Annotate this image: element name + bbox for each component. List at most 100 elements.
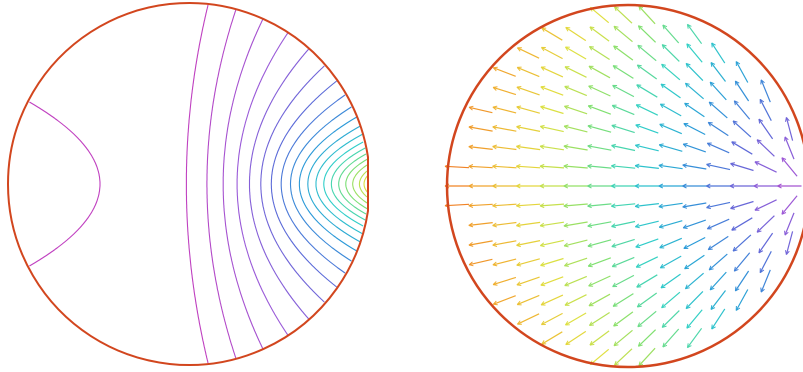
vector-arrow [611, 124, 635, 134]
vector-arrow [564, 105, 588, 115]
vector-arrowhead [635, 243, 641, 249]
vector-arrowhead [659, 263, 665, 269]
vector-arrowhead [637, 44, 643, 50]
vector-arrowhead [540, 320, 546, 326]
vector-arrows [444, 5, 802, 367]
vector-arrowhead [706, 142, 712, 147]
vector-arrowhead [564, 85, 570, 91]
vector-arrowhead [492, 222, 497, 228]
vector-arrow [685, 290, 704, 310]
vector-arrow [733, 100, 751, 120]
vector-arrowhead [733, 266, 739, 272]
vector-arrowhead [709, 81, 715, 87]
vector-arrow [611, 104, 635, 116]
vector-arrow [468, 240, 493, 246]
vector-arrowhead [684, 284, 690, 290]
vector-arrowhead [612, 302, 618, 307]
contour-line [345, 158, 368, 210]
vector-arrowhead [611, 104, 617, 110]
vector-arrow [563, 145, 588, 151]
vector-arrow [539, 165, 565, 169]
vector-arrowhead [563, 163, 569, 169]
vector-arrowhead [563, 144, 569, 150]
vector-arrow [492, 203, 517, 207]
vector-arrow [587, 165, 612, 169]
vector-arrowhead [587, 262, 593, 268]
vector-arrow [734, 80, 750, 102]
vector-arrow [686, 327, 703, 349]
vector-arrowhead [733, 100, 739, 106]
vector-arrowhead [685, 304, 691, 310]
vector-arrowhead [540, 105, 545, 110]
vector-arrowhead [540, 85, 546, 91]
vector-arrow [516, 126, 541, 132]
vector-arrowhead [492, 203, 497, 208]
vector-arrow [540, 86, 564, 96]
vector-arrowhead [540, 262, 545, 267]
vector-arrowhead [684, 82, 690, 88]
vector-arrow [706, 201, 731, 209]
vector-arrow [613, 45, 634, 61]
vector-arrowhead [588, 46, 594, 51]
vector-arrow [635, 104, 659, 116]
vector-arrowhead [711, 324, 716, 330]
vector-arrow [589, 6, 610, 24]
vector-arrow [492, 258, 517, 266]
vector-arrowhead [635, 123, 641, 129]
vector-arrowhead [588, 85, 594, 90]
vector-arrowhead [611, 243, 617, 248]
vector-arrow [637, 310, 657, 328]
vector-arrow [635, 203, 659, 207]
vector-arrow [661, 44, 680, 62]
vector-arrow [660, 103, 682, 117]
vector-arrowhead [539, 144, 545, 150]
vector-arrow [564, 257, 588, 267]
vector-arrow [540, 145, 564, 151]
vector-arrow [516, 203, 541, 207]
vector-arrow [683, 236, 706, 250]
vector-arrow [540, 257, 564, 267]
vector-arrowhead [659, 243, 665, 249]
vector-arrowhead [760, 287, 765, 293]
vector-arrowhead [686, 23, 692, 29]
vector-arrowhead [611, 183, 616, 189]
vector-arrowhead [492, 300, 498, 306]
vector-arrow [541, 312, 563, 326]
vector-arrow [517, 313, 540, 325]
vector-arrow [540, 125, 564, 133]
vector-arrowhead [563, 242, 569, 248]
contour-line [330, 147, 366, 221]
contour-line [298, 116, 358, 252]
vector-arrowhead [492, 105, 498, 111]
vector-arrow [611, 256, 635, 268]
vector-arrow [733, 252, 751, 272]
vector-arrowhead [706, 225, 712, 230]
vector-arrowhead [611, 203, 616, 209]
vector-arrowhead [492, 66, 498, 72]
vector-arrow [732, 120, 752, 138]
vector-arrowhead [539, 163, 545, 169]
vector-arrowhead [754, 161, 760, 166]
vector-arrow [611, 238, 635, 248]
vector-arrow [707, 121, 729, 137]
vector-arrowhead [636, 302, 642, 308]
vector-arrowhead [637, 25, 643, 31]
vector-arrow [589, 26, 610, 42]
vector-arrowhead [758, 248, 764, 254]
vector-arrow [710, 62, 726, 82]
vector-arrow [660, 273, 681, 289]
vector-arrowhead [729, 183, 735, 189]
vector-arrow [707, 235, 729, 251]
vector-arrow [516, 240, 541, 246]
vector-arrow [540, 66, 564, 78]
vector-arrow [613, 311, 634, 327]
vector-arrowhead [468, 261, 474, 267]
vector-arrow [587, 221, 612, 227]
vector-arrow [683, 143, 706, 153]
vector-arrowhead [563, 203, 569, 209]
vector-arrow [636, 274, 658, 288]
vector-arrowhead [589, 26, 595, 32]
vector-arrow [662, 328, 680, 348]
vector-arrowhead [492, 242, 498, 247]
